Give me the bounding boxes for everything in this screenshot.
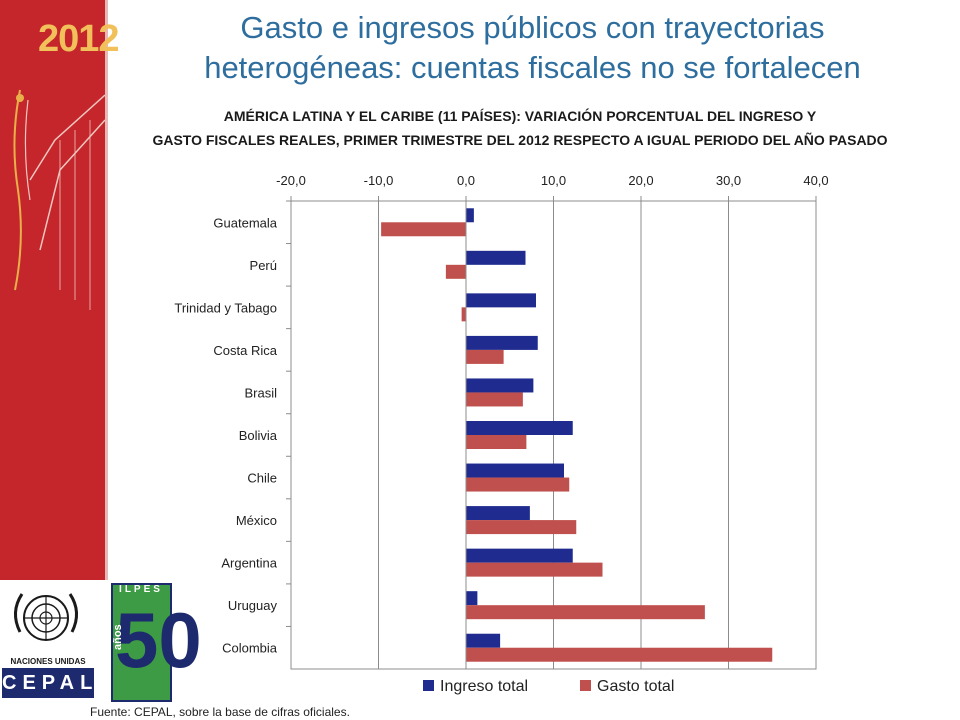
bar-gasto (445, 264, 466, 279)
cepal-logo-text: CEPAL (2, 668, 94, 698)
chart-title-line-1: AMÉRICA LATINA Y EL CARIBE (11 PAÍSES): … (223, 108, 817, 124)
slide-title-line-2: heterogéneas: cuentas fiscales no se for… (204, 50, 861, 85)
legend-label: Ingreso total (440, 678, 528, 695)
category-label: Costa Rica (213, 343, 277, 358)
legend-swatch (580, 680, 591, 691)
bar-gasto (466, 349, 504, 364)
category-label: Argentina (221, 556, 277, 571)
bar-ingreso (466, 591, 478, 606)
category-label: México (236, 513, 277, 528)
bar-ingreso (466, 548, 573, 563)
bar-gasto (381, 222, 466, 237)
category-label: Guatemala (213, 215, 277, 230)
legend-label: Gasto total (597, 678, 674, 695)
x-tick-label: 0,0 (457, 173, 475, 188)
bar-ingreso (466, 463, 564, 478)
x-tick-label: 20,0 (628, 173, 653, 188)
un-emblem-icon (14, 593, 78, 641)
ilpes-logo-number: 50 (115, 596, 202, 684)
bar-gasto (466, 647, 773, 662)
ilpes-logo (111, 583, 172, 702)
bar-gasto (466, 562, 603, 577)
decorative-figure-icon (13, 89, 105, 310)
bar-ingreso (466, 633, 501, 648)
x-tick-label: -20,0 (276, 173, 306, 188)
x-tick-label: -10,0 (364, 173, 394, 188)
ilpes-logo-years: años (112, 624, 124, 650)
category-label: Trinidad y Tabago (174, 300, 277, 315)
slide-title-line-1: Gasto e ingresos públicos con trayectori… (240, 10, 825, 45)
source-note: Fuente: CEPAL, sobre la base de cifras o… (90, 705, 350, 719)
bar-gasto (461, 307, 466, 322)
slide-title: Gasto e ingresos públicos con trayectori… (110, 8, 955, 88)
x-tick-label: 40,0 (803, 173, 828, 188)
bar-gasto (466, 605, 705, 620)
year-badge: 2012 (38, 18, 120, 60)
x-tick-label: 30,0 (716, 173, 741, 188)
chart-title: AMÉRICA LATINA Y EL CARIBE (11 PAÍSES): … (80, 104, 960, 152)
chart-title-line-2: GASTO FISCALES REALES, PRIMER TRIMESTRE … (152, 132, 888, 148)
bar-ingreso (466, 506, 530, 521)
category-label: Uruguay (228, 598, 278, 613)
bar-ingreso (466, 208, 474, 223)
category-label: Perú (250, 258, 277, 273)
bar-gasto (466, 392, 523, 407)
category-label: Brasil (244, 385, 277, 400)
category-label: Chile (247, 471, 277, 486)
category-label: Colombia (222, 641, 278, 656)
category-label: Bolivia (239, 428, 278, 443)
bar-gasto (466, 520, 577, 535)
ilpes-logo-text: ILPES (119, 584, 163, 595)
bar-ingreso (466, 293, 536, 308)
bar-ingreso (466, 378, 534, 393)
bar-gasto (466, 435, 527, 449)
bar-gasto (466, 477, 570, 492)
legend-swatch (423, 680, 434, 691)
bar-ingreso (466, 335, 538, 350)
un-logo-text: NACIONES UNIDAS (10, 657, 86, 666)
x-tick-label: 10,0 (541, 173, 566, 188)
bar-ingreso (466, 250, 526, 265)
left-band-edge (105, 0, 108, 580)
bar-ingreso (466, 421, 573, 435)
